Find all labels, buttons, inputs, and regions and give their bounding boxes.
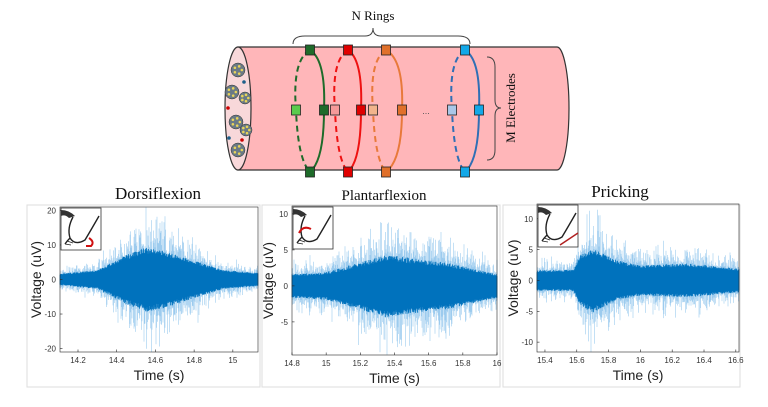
ring-ellipsis: ... [422,106,430,116]
electrode-ring-3 [368,44,407,178]
x-tick-label: 15.6 [569,356,585,365]
chart-title: Pricking [591,182,649,201]
foot-pricking-icon [537,204,579,248]
x-tick-label: 14.8 [284,359,300,368]
x-tick-label: 16.2 [664,356,680,365]
blood-vessel [226,106,230,110]
n-rings-label: N Rings [352,8,395,23]
electrode [319,104,329,116]
x-tick-label: 14.2 [70,356,86,365]
panel-frame [26,204,261,388]
x-tick-label: 15.6 [421,359,437,368]
electrode [305,44,315,56]
electrode [381,166,391,178]
x-tick-label: 15.4 [537,356,553,365]
chart-plantarflexion: Plantarflexion 14.8 15 15.2 15.4 15.6 15.8 16 10… [260,188,502,388]
y-tick-label: -5 [281,318,289,327]
blood-vessel [227,136,231,140]
x-tick-label: 15.8 [455,359,471,368]
x-tick-label: 16.6 [728,356,744,365]
x-tick-label: 15 [322,359,331,368]
x-tick-label: 15 [228,356,237,365]
y-tick-label: 10 [279,210,288,219]
fascicle [228,114,244,130]
fascicle [238,91,252,105]
fascicle [239,123,253,137]
plot-area [536,203,740,353]
y-tick-label: 0 [529,276,534,285]
y-tick-label: 20 [47,206,56,215]
blood-vessel [240,138,244,142]
y-tick-label: -10 [44,310,56,319]
electrode [330,104,340,116]
electrode [368,104,378,116]
panel-frame [261,204,501,388]
electrode [305,166,315,178]
chart-pricking: Pricking 15.4 15.6 15.8 16 16.2 16.4 16.6 10 5 0 -5… [502,182,744,388]
chart-title: Dorsiflexion [115,184,201,203]
y-axis-label: Voltage (uV) [260,242,276,319]
foot-plantarflexion-icon [292,206,334,250]
y-tick-label: 5 [284,246,289,255]
y-tick-label: 0 [284,282,289,291]
x-tick-label: 14.8 [186,356,202,365]
m-electrodes-label: M Electrodes [503,73,518,143]
y-axis-label: Voltage (uV) [28,241,44,318]
x-tick-label: 16 [636,356,645,365]
electrode [460,166,470,178]
y-axis-label: Voltage (uV) [505,239,521,316]
fascicle [230,62,246,78]
electrode [356,104,366,116]
x-axis-label: Time (s) [613,367,664,383]
y-tick-label: 10 [524,215,533,224]
electrode [343,166,353,178]
y-tick-label: 5 [529,246,534,255]
electrode-rings [291,44,484,178]
x-axis-label: Time (s) [369,370,420,386]
emg-signal-series [536,209,740,352]
y-tick-label: -20 [44,345,56,354]
nerve-cross-section [224,46,252,171]
electrode [381,44,391,56]
electrode-ring-4 [447,44,484,178]
x-tick-label: 14.4 [109,356,125,365]
nerve-cuff-diagram: N Rings M Electrodes ... [224,8,570,178]
electrode [291,104,301,116]
electrode [397,104,407,116]
electrode [474,104,484,116]
blood-vessel [242,80,246,84]
x-tick-label: 15.4 [387,359,403,368]
x-tick-label: 14.6 [148,356,164,365]
fascicle [230,142,246,158]
electrode-ring-2 [330,44,366,178]
electrode [343,44,353,56]
x-tick-label: 15.2 [353,359,369,368]
electrode [460,44,470,56]
x-axis-label: Time (s) [134,367,185,383]
chart-dorsiflexion: Dorsiflexion 14.2 14.4 14.6 14.8 15 20 10 0 -10 -2… [26,184,261,388]
y-tick-label: 0 [52,276,57,285]
electrode-ring-1 [291,44,329,178]
n-rings-brace [292,27,471,45]
m-electrodes-brace [486,56,502,161]
x-tick-label: 16 [493,359,502,368]
chart-title: Plantarflexion [342,188,427,204]
y-tick-label: 10 [47,241,56,250]
electrode [447,104,457,116]
signal-core [59,247,259,312]
x-tick-label: 16.4 [696,356,712,365]
y-tick-label: -10 [521,338,533,347]
foot-dorsiflexion-icon [60,207,102,251]
fascicle [224,84,240,100]
y-tick-label: -5 [526,307,534,316]
panel-frame [502,204,741,388]
fascicles [224,62,253,158]
x-tick-label: 15.8 [601,356,617,365]
